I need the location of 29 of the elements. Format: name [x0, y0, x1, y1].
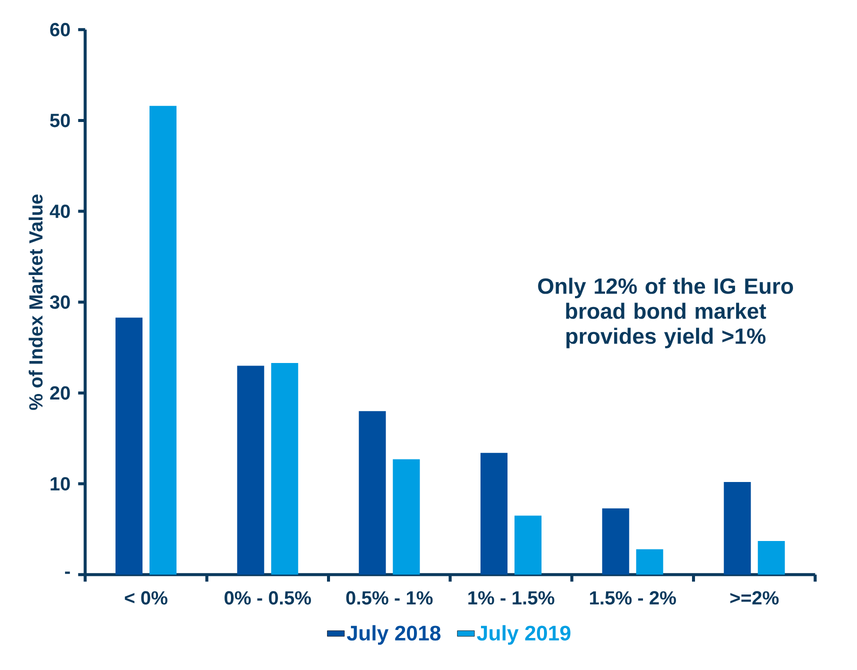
x-tick-label: 0% - 0.5% [224, 591, 311, 605]
bar [636, 549, 664, 575]
bar [392, 459, 420, 575]
bar [271, 362, 298, 575]
annotation: Only 12% of the IG Euro broad bond market provides yield >1% [538, 278, 793, 348]
y-tick-label: 40 [50, 204, 70, 218]
bar [150, 106, 176, 575]
x-tick-label: 0.5% - 1% [346, 591, 433, 605]
bar [602, 508, 630, 575]
x-tick-label: < 0% [124, 591, 168, 605]
legend-label: July 2018 [346, 625, 440, 645]
y-tick-label: 60 [50, 22, 70, 36]
y-tick-label: 20 [50, 386, 70, 400]
y-tick-label: - [65, 572, 70, 574]
y-tick-label: 30 [50, 295, 70, 309]
x-tick-label: >=2% [730, 591, 779, 605]
bar [724, 482, 751, 575]
y-tick-label: 10 [50, 477, 70, 491]
bar [237, 366, 264, 575]
legend-label: July 2019 [476, 625, 570, 645]
bar [358, 411, 386, 575]
y-tick-label: 50 [50, 114, 70, 128]
bar [514, 516, 542, 575]
y-axis-title: % of Index Market Value [28, 194, 43, 410]
bar [480, 452, 508, 575]
x-tick-label: 1.5% - 2% [590, 591, 676, 605]
bar [758, 541, 785, 575]
bar [116, 318, 142, 575]
x-tick-label: 1% - 1.5% [468, 591, 554, 605]
